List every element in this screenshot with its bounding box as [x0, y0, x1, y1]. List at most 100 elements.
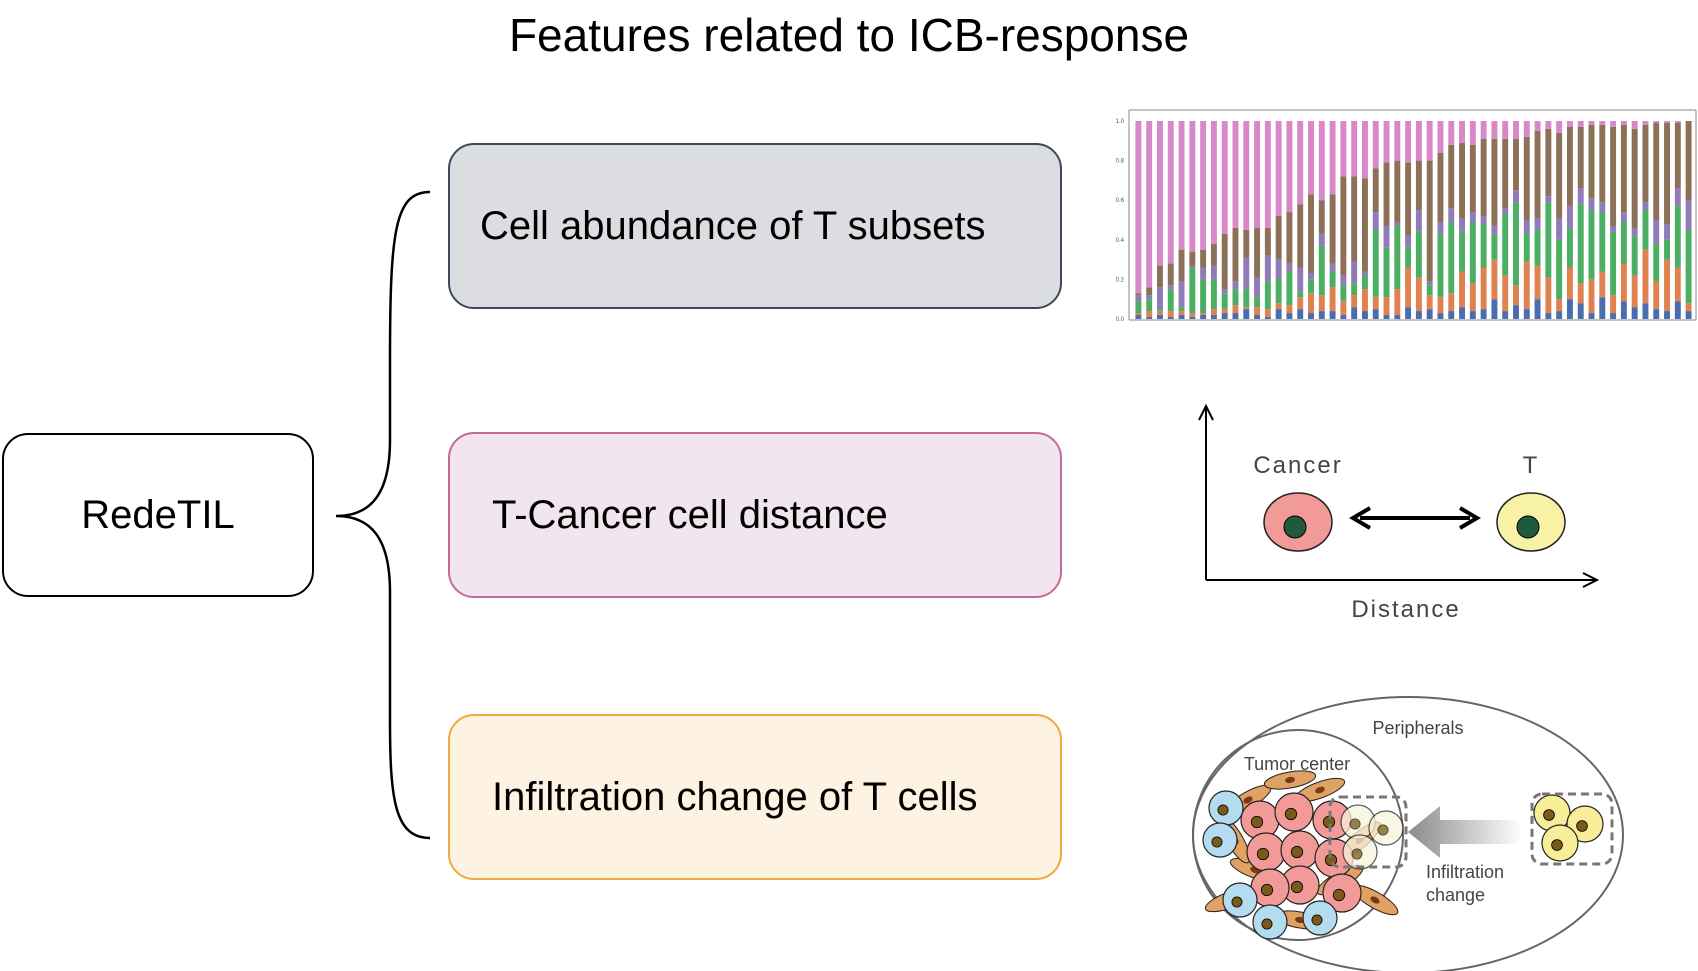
bar-segment [1459, 142, 1466, 219]
bar-segment [1448, 121, 1455, 145]
bar-segment [1135, 301, 1142, 314]
bar-segment [1502, 121, 1509, 139]
bar-segment [1523, 233, 1530, 262]
bar-segment [1318, 311, 1325, 319]
tumor-center-label: Tumor center [1244, 754, 1350, 774]
bar-segment [1351, 176, 1358, 262]
chart-y-tick-label: 0.8 [1116, 159, 1125, 165]
bar-segment [1502, 311, 1509, 319]
bar-segment [1351, 261, 1358, 284]
distance-x-arrowhead [1582, 572, 1600, 588]
bar-segment [1685, 229, 1692, 304]
tumor-cell-nucleus [1250, 815, 1264, 829]
bar-segment [1534, 121, 1541, 131]
bar-segment [1254, 227, 1261, 278]
bar-segment [1394, 225, 1401, 290]
bar-segment [1513, 285, 1519, 306]
bar-segment [1577, 303, 1584, 319]
bar-segment [1502, 208, 1509, 215]
bar-segment [1674, 206, 1681, 268]
bar-segment [1674, 301, 1681, 319]
distance-arrow-right-head [1458, 506, 1481, 530]
bar-segment [1340, 176, 1347, 276]
bar-segment [1642, 124, 1649, 203]
bar-segment [1361, 121, 1368, 179]
bar-segment [1664, 239, 1670, 260]
bar-segment [1534, 229, 1541, 266]
bar-segment [1372, 297, 1379, 310]
bar-segment [1243, 307, 1250, 310]
tumor-cell-nucleus [1256, 847, 1270, 861]
bar-segment [1189, 251, 1196, 266]
bar-segment [1534, 218, 1541, 230]
bar-segment [1491, 138, 1498, 226]
bar-segment [1415, 277, 1422, 312]
bar-segment [1210, 315, 1217, 319]
infiltration-source-box [1530, 792, 1614, 866]
bar-segment [1513, 202, 1519, 286]
bar-segment [1502, 275, 1509, 312]
infiltration-target-box [1328, 795, 1408, 869]
bar-segment [1178, 281, 1185, 308]
bar-segment [1232, 121, 1239, 228]
bar-segment [1480, 216, 1487, 224]
bar-segment [1566, 299, 1573, 319]
bar-segment [1405, 267, 1412, 308]
bar-segment [1146, 295, 1153, 300]
infiltrated-t-cell-nucleus [1349, 818, 1361, 830]
bar-segment [1459, 231, 1466, 272]
cancer-cell-nucleus [1283, 515, 1307, 539]
bar-segment [1329, 311, 1336, 319]
bar-segment [1599, 202, 1606, 213]
t-cell-nucleus [1516, 515, 1540, 539]
bar-segment [1588, 124, 1595, 199]
bar-segment [1157, 315, 1163, 319]
bar-segment [1146, 311, 1153, 318]
feature-box-distance: T-Cancer cell distance [448, 432, 1062, 598]
bar-segment [1297, 267, 1304, 292]
bar-segment [1566, 126, 1573, 207]
bar-segment [1329, 271, 1336, 288]
bar-segment [1674, 188, 1681, 207]
bar-segment [1340, 121, 1347, 177]
bar-segment [1308, 279, 1314, 294]
bar-segment [1599, 271, 1606, 298]
bar-segment [1394, 289, 1401, 316]
bar-segment [1361, 271, 1368, 276]
bar-segment [1480, 121, 1487, 139]
bar-segment [1318, 245, 1325, 296]
bar-segment [1157, 287, 1163, 310]
bar-segment [1167, 285, 1174, 290]
bar-segment [1653, 309, 1660, 319]
bar-segment [1372, 229, 1379, 298]
bar-segment [1178, 307, 1185, 312]
bar-segment [1631, 227, 1638, 236]
bar-segment [1146, 317, 1153, 319]
bar-segment [1577, 126, 1584, 189]
bar-segment [1459, 218, 1466, 232]
tumor-center-ellipse [1192, 729, 1404, 941]
bar-segment [1200, 267, 1207, 280]
bar-segment [1308, 121, 1314, 195]
bar-segment [1620, 212, 1627, 222]
bar-segment [1210, 121, 1217, 244]
bar-segment [1426, 281, 1433, 286]
peripherals-label: Peripherals [1372, 718, 1463, 738]
bar-segment [1308, 293, 1314, 314]
bar-segment [1556, 299, 1563, 312]
bar-segment [1577, 188, 1584, 205]
infiltrated-t-cell-nucleus [1351, 848, 1363, 860]
bar-segment [1415, 231, 1422, 278]
bar-segment [1685, 121, 1692, 201]
bar-segment [1448, 221, 1455, 294]
bar-segment [1653, 122, 1660, 220]
bar-segment [1620, 263, 1627, 302]
bar-segment [1674, 267, 1681, 302]
bar-segment [1599, 124, 1606, 203]
bar-segment [1178, 249, 1185, 282]
bar-segment [1254, 121, 1261, 228]
bar-segment [1653, 121, 1660, 123]
bar-segment [1674, 122, 1681, 189]
